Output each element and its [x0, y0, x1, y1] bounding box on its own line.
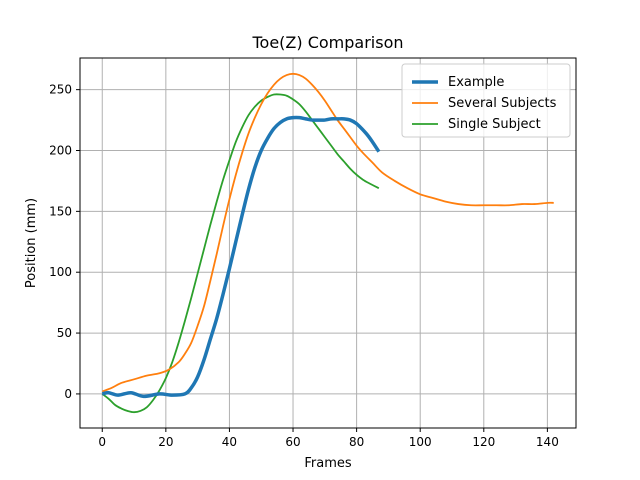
y-tick-label: 200 [49, 144, 72, 158]
y-tick-label: 100 [49, 265, 72, 279]
y-axis-ticks: 0 50 100 150 200 250 [49, 83, 80, 401]
x-tick-label: 0 [98, 435, 106, 449]
series-line-single-subject [101, 93, 380, 414]
legend-label: Single Subject [448, 117, 541, 132]
axes-frame [79, 57, 577, 429]
y-tick-label: 150 [49, 204, 72, 218]
x-tick-label: 120 [472, 435, 495, 449]
series-lines [101, 72, 554, 414]
series-line-example [101, 115, 381, 399]
x-tick-label: 140 [536, 435, 559, 449]
x-axis-label: Frames [304, 456, 352, 471]
legend: Example Several Subjects Single Subject [401, 63, 571, 138]
legend-box [401, 63, 571, 138]
x-tick-label: 60 [285, 435, 300, 449]
series-line-several-subjects [101, 72, 554, 393]
y-tick-label: 50 [57, 326, 72, 340]
x-tick-label: 20 [158, 435, 173, 449]
x-tick-label: 40 [222, 435, 237, 449]
x-axis-ticks: 0 20 40 60 80 100 120 140 [98, 428, 559, 449]
x-tick-label: 80 [349, 435, 364, 449]
legend-label: Several Subjects [448, 96, 557, 111]
y-axis-label: Position (mm) [24, 198, 39, 288]
legend-label: Example [448, 75, 504, 90]
y-tick-label: 0 [64, 387, 72, 401]
chart-title: Toe(Z) Comparison [251, 33, 403, 52]
x-tick-label: 100 [409, 435, 432, 449]
y-tick-label: 250 [49, 83, 72, 97]
